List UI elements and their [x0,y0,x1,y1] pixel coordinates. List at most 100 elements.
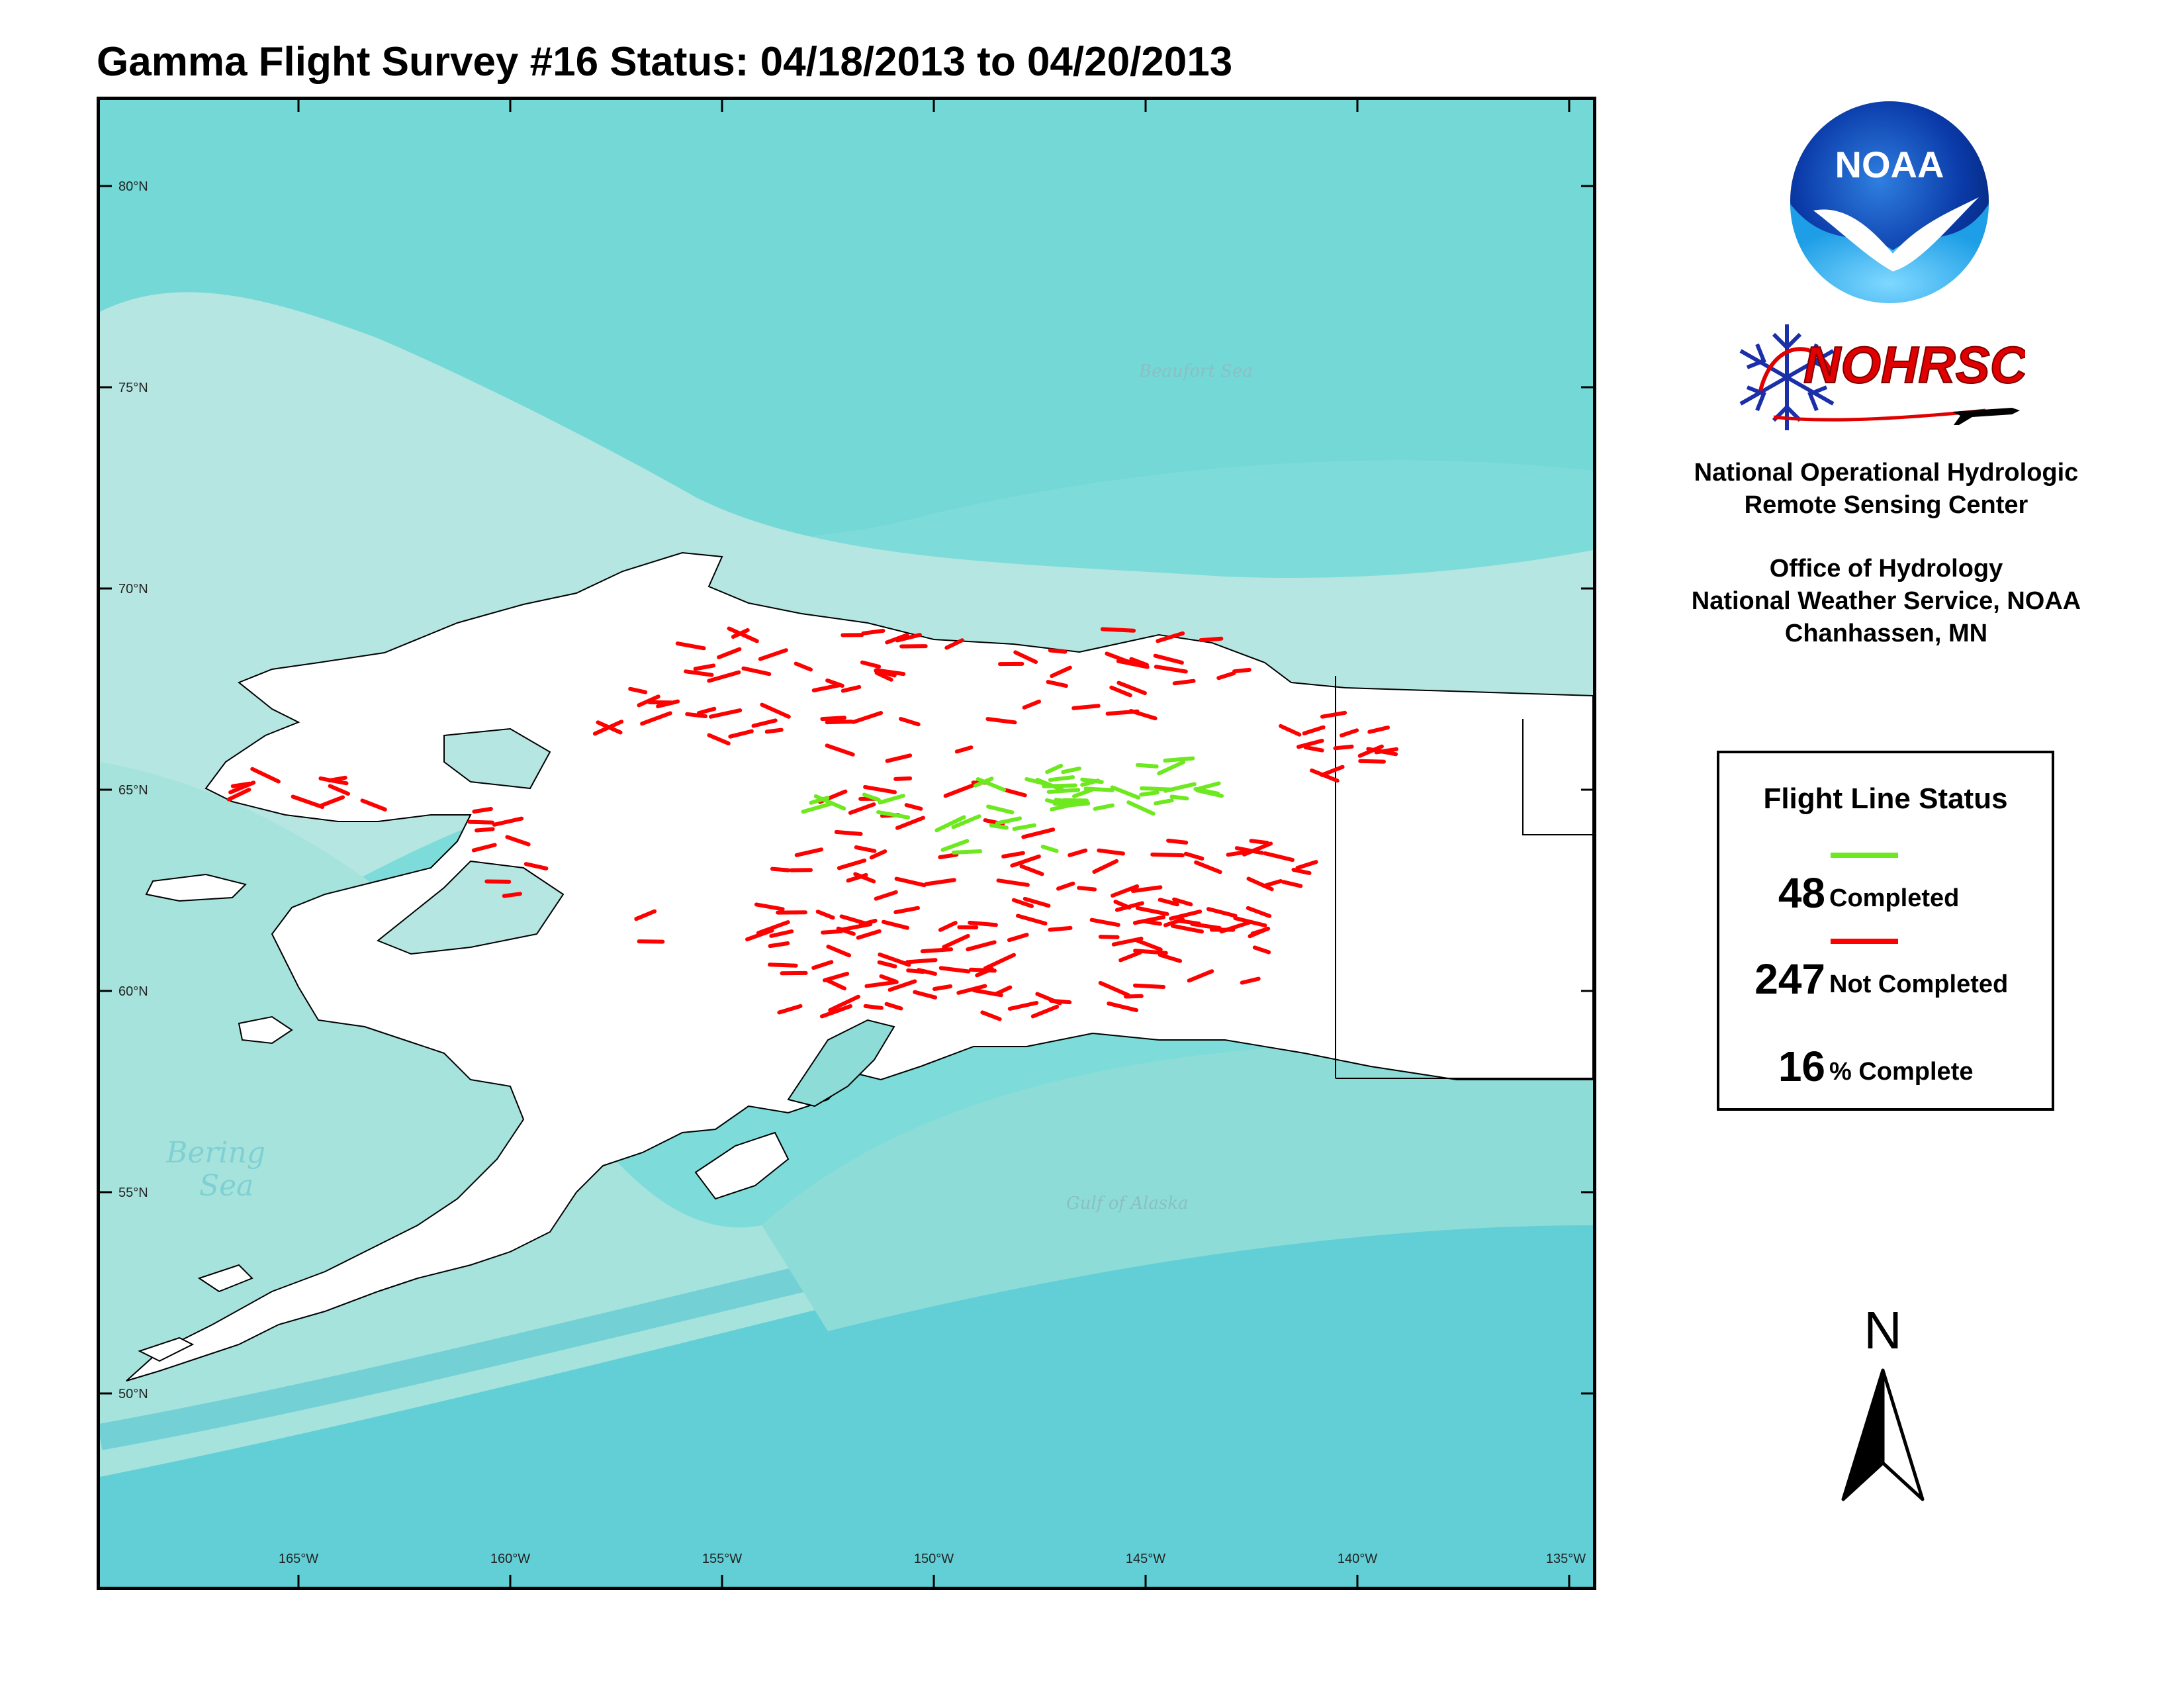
not-completed-line [794,661,813,672]
not-completed-line [811,960,834,970]
lon-label-145: 145°W [1126,1552,1165,1566]
completed-line [1045,798,1069,808]
not-completed-line [854,845,877,853]
not-completed-line [1118,951,1142,962]
completed-line [1110,785,1141,800]
completed-line [934,815,966,833]
not-completed-line [878,952,911,967]
not-completed-line [475,827,495,833]
not-completed-line [1092,859,1119,874]
not-completed-line [825,978,846,991]
not-completed-line [318,776,349,786]
not-completed-line [839,914,867,925]
not-completed-line [685,712,707,718]
not-completed-line [708,708,743,719]
completed-line [1140,786,1174,792]
not-completed-line [1232,667,1251,674]
not-completed-line [1007,933,1029,943]
not-completed-line [858,918,878,927]
not-completed-line [869,849,887,860]
not-completed-line [1077,886,1097,892]
not-completed-line [943,783,975,798]
not-completed-line [1166,838,1189,845]
not-completed-line [905,958,938,964]
noaa-logo: NOAA [1790,101,1989,303]
not-completed-line [1297,739,1324,749]
not-completed-line [684,669,714,677]
percent-complete-label: % Complete [1829,1058,1974,1086]
completed-line [1157,760,1185,776]
not-completed-line [1320,710,1347,719]
not-completed-line [728,729,754,739]
jet-icon [1952,408,2020,425]
not-completed-line [1158,953,1182,963]
not-completed-line [864,980,899,988]
not-completed-line [863,1004,884,1010]
not-completed-line [1153,653,1184,665]
not-completed-line [924,878,956,886]
not-completed-line [1170,923,1204,934]
not-completed-line [1320,765,1345,777]
not-completed-line [828,994,860,1012]
not-completed-line [819,1004,852,1019]
not-completed-line [920,947,954,954]
completed-swatch [1831,853,1898,858]
not-completed-line [917,968,937,976]
completed-line [1024,777,1051,787]
not-completed-line [1016,914,1048,926]
not-completed-line [1240,976,1261,985]
not-completed-line [1048,925,1073,932]
alaska-map[interactable]: Bering Sea Beaufort Sea Gulf of Alaska [97,97,1596,1590]
not-completed-line [1135,906,1169,916]
not-completed-line [637,939,665,944]
completed-line [1197,781,1221,791]
not-completed-line [851,711,884,724]
not-completed-line [895,633,922,643]
completed-line [976,777,1007,792]
not-completed-line [751,718,778,728]
not-completed-line [1019,864,1044,876]
not-completed-line [815,910,835,920]
nunivak-island [238,1015,293,1045]
not-completed-line [471,843,497,853]
completed-line [1045,763,1064,774]
not-completed-line [628,686,648,694]
not-completed-line [904,803,923,811]
not-completed-line [938,921,958,932]
not-completed-line [821,929,843,935]
not-completed-line [1109,685,1132,698]
completed-line [1061,767,1081,774]
aleutian-islands [138,1264,253,1362]
org-line-2: Remote Sensing Center [1744,491,2028,519]
completed-line [1154,798,1174,806]
not-completed-line [693,663,716,671]
not-completed-line [860,660,882,669]
not-completed-line [1030,1004,1060,1019]
not-completed-line [837,859,867,870]
lon-label-155: 155°W [702,1552,742,1566]
not-completed-line [1048,998,1072,1005]
not-completed-line [1279,724,1302,737]
not-completed-line [983,953,1016,970]
not-completed-line [874,890,898,901]
not-completed-line [856,929,882,940]
not-completed-line [826,945,851,958]
not-completed-line [1252,945,1271,955]
not-completed-line [760,702,791,719]
lat-label-80: 80°N [118,179,148,194]
not-completed-line [656,699,680,708]
not-completed-line [894,876,927,888]
not-completed-line [956,984,987,995]
not-completed-line [1263,851,1295,863]
not-completed-line [1046,680,1068,688]
aleutian-trench [100,1146,1593,1587]
not-completed-line [1132,915,1165,925]
not-completed-line [1249,839,1269,845]
not-completed-line [745,928,774,942]
not-completed-line [769,929,794,938]
not-completed-line [895,816,925,830]
not-completed-line [328,784,350,796]
not-completed-line [1291,867,1312,875]
not-completed-line [634,909,657,921]
not-completed-line [1156,631,1185,643]
